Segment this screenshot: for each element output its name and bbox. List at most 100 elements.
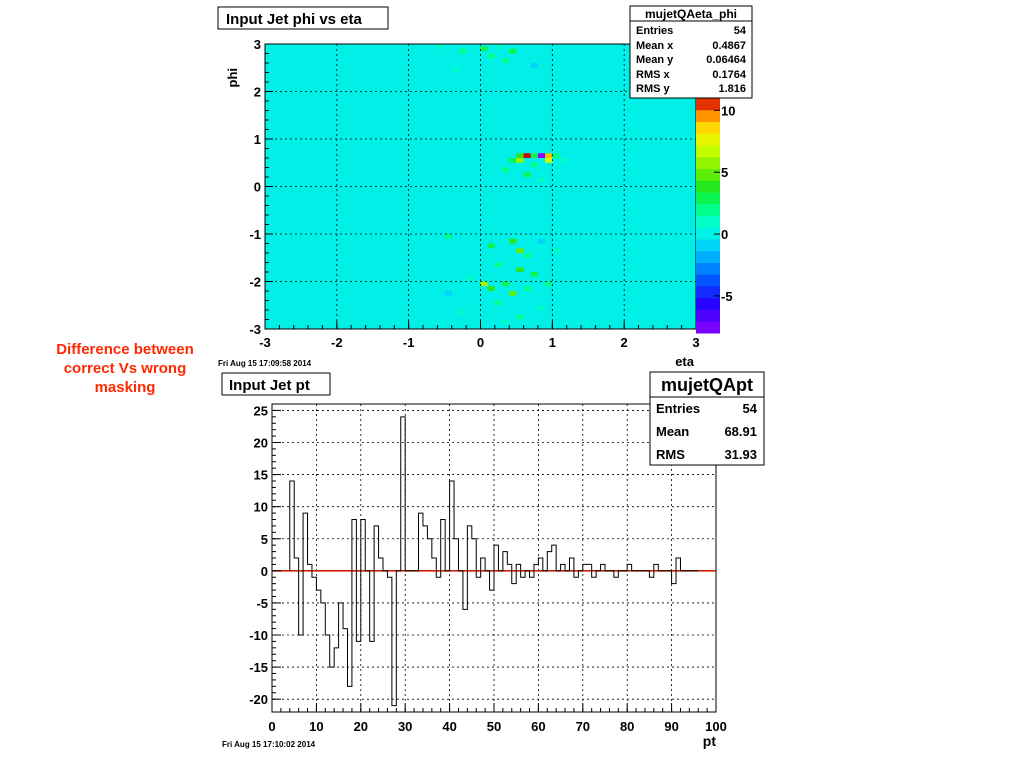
x-tick-label: 0 [268,719,275,734]
heatmap-cell [444,291,452,296]
colorbar-step [696,262,720,275]
x-tick-label: 1 [549,335,556,350]
y-tick-label: 15 [254,468,268,483]
colorbar-tick-label: 0 [721,227,728,242]
heatmap-cell [502,319,510,325]
y-tick-label: -10 [249,628,268,643]
heatmap-timestamp: Fri Aug 15 17:09:58 2014 [218,359,312,368]
colorbar-step [696,215,720,228]
heatmap-cell [502,58,510,63]
stats-label: RMS y [636,83,671,95]
y-tick-label: 25 [254,403,268,418]
histogram-axes: 0 10 20 30 40 50 60 70 80 90 100 -20 -15 -10 -5 0 5 10 15 2… [249,403,727,734]
colorbar: -5 0 5 10 [696,98,735,334]
colorbar-step [696,98,720,111]
stats-value: 31.93 [724,447,757,462]
histogram-stats-box: mujetQApt Entries 54 Mean 68.91 RMS 31.9… [649,371,765,466]
heatmap-cell [458,310,467,315]
stats-label: RMS [656,447,685,462]
annotation-note: Difference between correct Vs wrong mask… [30,340,220,397]
histogram-title-box [221,372,331,396]
colorbar-step [696,239,720,252]
x-tick-label: 70 [576,719,590,734]
heatmap-title: Input Jet phi vs eta [226,11,363,28]
annotation-line: Difference between [56,341,194,358]
heatmap-cell [444,234,452,239]
stats-value: 54 [734,25,747,37]
heatmap-cell [494,262,503,268]
colorbar-step [696,203,720,216]
stats-label: Mean [656,424,689,439]
heatmap-chart: -3 -2 -1 0 1 2 3 -3 -2 -1 0 1 2 3 -5 0 5 10 Input Jet ph… [217,5,753,369]
x-tick-label: 30 [398,719,412,734]
heatmap-cell [516,267,524,272]
stats-value: 1.816 [718,83,746,95]
heatmap-cell [523,153,531,158]
stats-value: 68.91 [724,424,757,439]
heatmap-stats-name: mujetQAeta_phi [645,7,737,21]
heatmap-cell [480,281,488,287]
histogram-series-line [289,416,699,707]
x-tick-label: 2 [621,335,628,350]
heatmap-cell [494,300,503,306]
x-tick-label: 80 [620,719,634,734]
stats-value: 0.06464 [706,54,747,66]
heatmap-cell [545,281,553,287]
stats-value: 54 [743,401,758,416]
y-tick-label: 2 [254,85,261,100]
annotation-line: masking [94,379,156,396]
colorbar-step [696,250,720,263]
heatmap-cell [530,272,538,277]
colorbar-step [696,286,720,299]
heatmap-grid [265,44,696,329]
histogram-stats-name: mujetQApt [661,375,753,395]
heatmap-ylabel: phi [225,68,240,88]
colorbar-step [696,192,720,205]
heatmap-title-box [217,6,389,30]
colorbar-tick-label: -5 [721,289,733,304]
histogram-xlabel: pt [703,733,717,749]
colorbar-step [696,297,720,310]
x-tick-label: -2 [331,335,343,350]
stats-label: Entries [656,401,700,416]
stats-value: 0.4867 [712,40,746,52]
colorbar-step [696,156,720,169]
x-tick-label: 40 [442,719,456,734]
stats-label: Mean x [636,40,674,52]
y-tick-label: 20 [254,436,268,451]
stats-value: 0.1764 [712,69,747,81]
heatmap-stats-box: mujetQAeta_phi Entries 54 Mean x 0.4867 … [629,5,753,99]
heatmap-cell [494,44,503,49]
y-tick-label: -3 [249,322,261,337]
heatmap-cell [537,153,546,158]
y-tick-label: 0 [254,180,261,195]
colorbar-step [696,309,720,322]
x-tick-label: 3 [692,335,699,350]
heatmap-xlabel: eta [675,354,695,369]
colorbar-step [696,274,720,287]
heatmap-cell [552,153,560,158]
stats-label: Entries [636,25,673,37]
heatmap-cell [509,291,517,296]
colorbar-tick-label: 10 [721,103,735,118]
heatmap-cell [523,253,531,258]
y-tick-label: -20 [249,692,268,707]
heatmap-cell [523,172,531,177]
y-tick-label: -5 [256,596,268,611]
heatmap-cell [487,243,495,249]
stats-label: RMS x [636,69,671,81]
heatmap-cell [530,162,538,168]
heatmap-cell [523,286,531,291]
heatmap-cell [502,167,510,173]
y-tick-label: -1 [249,227,261,242]
heatmap-cell [437,44,445,49]
annotation-line: correct Vs wrong [63,360,187,377]
heatmap-cell [559,158,567,163]
x-tick-label: -1 [403,335,415,350]
heatmap-cell [509,238,517,244]
heatmap-cell [516,314,524,320]
heatmap-cell [509,158,517,163]
heatmap-cell [502,281,510,287]
heatmap-cell [487,286,495,291]
